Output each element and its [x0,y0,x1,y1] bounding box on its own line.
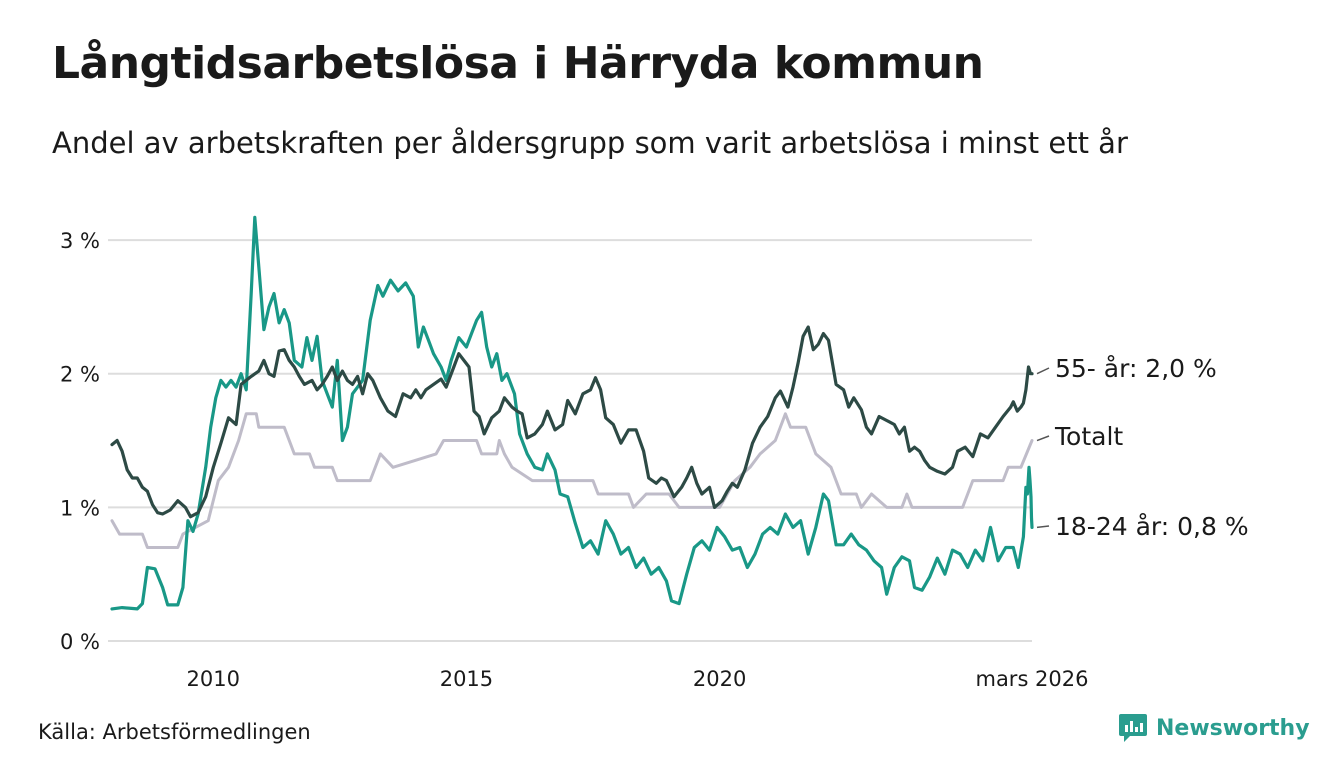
series-end-label: 18-24 år: 0,8 % [1055,512,1249,541]
end-label-connector [1036,367,1050,375]
x-tick-label: 2015 [440,667,493,691]
y-tick-label: 0 % [60,630,100,654]
brand-name: Newsworthy [1156,715,1310,741]
series-lines [110,215,1034,611]
series-end-label: 55- år: 2,0 % [1055,354,1217,383]
y-tick-label: 3 % [60,229,100,253]
chart-subtitle: Andel av arbetskraften per åldersgrupp s… [52,126,1128,160]
y-tick-label: 1 % [60,496,100,520]
y-axis-labels: 0 % 1 % 2 % 3 % [60,229,100,654]
y-tick-label: 2 % [60,363,100,387]
x-axis-labels: 2010 2015 2020 mars 2026 [187,667,1089,691]
gridlines [108,239,1032,642]
series-end-labels: Totalt 18-24 år: 0,8 % 55- år: 2,0 % [1036,354,1249,541]
series-line-18-24-r [110,215,1034,611]
newsworthy-logo-icon [1119,714,1147,742]
x-tick-label: 2020 [693,667,746,691]
brand[interactable]: Newsworthy [1118,712,1310,744]
chart-title: Långtidsarbetslösa i Härryda kommun [52,38,984,89]
end-label-connector [1036,435,1050,442]
x-tick-label: 2010 [187,667,240,691]
x-tick-label: mars 2026 [975,667,1088,691]
series-line-totalt [110,412,1034,549]
series-end-label: Totalt [1054,422,1123,451]
source-text: Källa: Arbetsförmedlingen [38,720,311,744]
series-line-55-r [110,325,1034,519]
end-label-connector [1036,525,1050,529]
